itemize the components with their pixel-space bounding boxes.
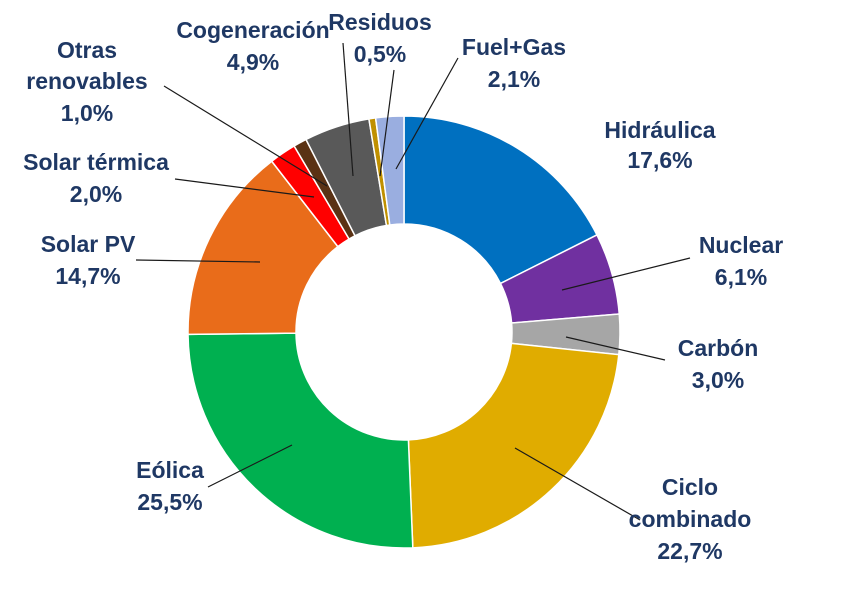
slice-hidraulica (403, 115, 598, 285)
leader-cogeneracion (342, 42, 354, 177)
value-label-solar-termica: 2,0% (70, 181, 122, 207)
slice-fuel-gas (374, 115, 405, 226)
value-label-solar-pv: 14,7% (55, 263, 120, 289)
category-label-cogeneracion: Cogeneración (176, 17, 329, 43)
category-label-residuos: Residuos (328, 9, 432, 35)
value-label-fuel-gas: 2,1% (488, 66, 540, 92)
leader-nuclear (561, 257, 691, 291)
leader-residuos (379, 69, 395, 177)
category-label-fuel-gas: Fuel+Gas (462, 34, 566, 60)
slice-eolica (187, 332, 414, 549)
value-label-cogeneracion: 4,9% (227, 49, 279, 75)
category-label-ciclo-combinado: combinado (629, 506, 752, 532)
leader-solar-pv (135, 259, 261, 263)
category-label-hidraulica: Hidráulica (604, 117, 715, 143)
leader-otras-renovables (163, 85, 328, 187)
leader-carbon (565, 336, 666, 361)
donut-slices (187, 115, 621, 549)
leader-ciclo-combinado (514, 447, 641, 521)
leader-lines (135, 42, 691, 521)
value-label-residuos: 0,5% (354, 41, 406, 67)
value-label-carbon: 3,0% (692, 367, 744, 393)
value-label-otras-renovables: 1,0% (61, 100, 113, 126)
value-label-eolica: 25,5% (137, 489, 202, 515)
category-label-solar-pv: Solar PV (41, 231, 136, 257)
slice-ciclo-combinado (407, 342, 620, 549)
slice-solar-pv (187, 160, 339, 336)
value-label-ciclo-combinado: 22,7% (657, 538, 722, 564)
category-label-eolica: Eólica (136, 457, 204, 483)
value-label-nuclear: 6,1% (715, 264, 767, 290)
leader-fuel-gas (395, 57, 459, 170)
category-label-nuclear: Nuclear (699, 232, 783, 258)
leader-eolica (207, 444, 293, 488)
slice-labels: Hidráulica 17,6% Nuclear 6,1% Carbón 3,0% Cicl… (23, 9, 783, 564)
category-label-solar-termica: Solar térmica (23, 149, 169, 175)
category-label-otras-renovables: Otras (57, 37, 117, 63)
category-label-carbon: Carbón (678, 335, 759, 361)
value-label-hidraulica: 17,6% (627, 147, 692, 173)
category-label-otras-renovables: renovables (26, 68, 147, 94)
leader-solar-termica (174, 178, 315, 198)
category-label-ciclo-combinado: Ciclo (662, 474, 718, 500)
